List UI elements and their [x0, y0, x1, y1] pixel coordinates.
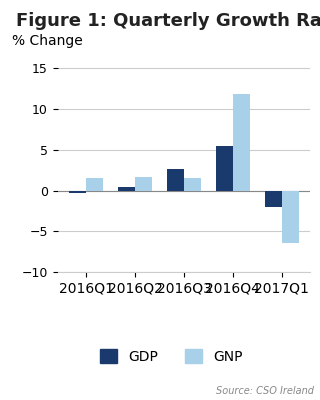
Legend: GDP, GNP: GDP, GNP: [93, 342, 250, 371]
Text: Source: CSO Ireland: Source: CSO Ireland: [216, 386, 314, 396]
Bar: [86, 178, 103, 190]
Bar: [184, 178, 201, 190]
Bar: [265, 190, 282, 207]
Y-axis label: % Change: % Change: [12, 34, 83, 48]
Bar: [69, 190, 86, 193]
Bar: [282, 190, 299, 244]
Bar: [216, 146, 233, 190]
Bar: [135, 177, 152, 190]
Bar: [118, 187, 135, 190]
Bar: [167, 169, 184, 190]
Bar: [233, 94, 250, 190]
Text: Figure 1: Quarterly Growth Rate: Figure 1: Quarterly Growth Rate: [16, 12, 320, 30]
